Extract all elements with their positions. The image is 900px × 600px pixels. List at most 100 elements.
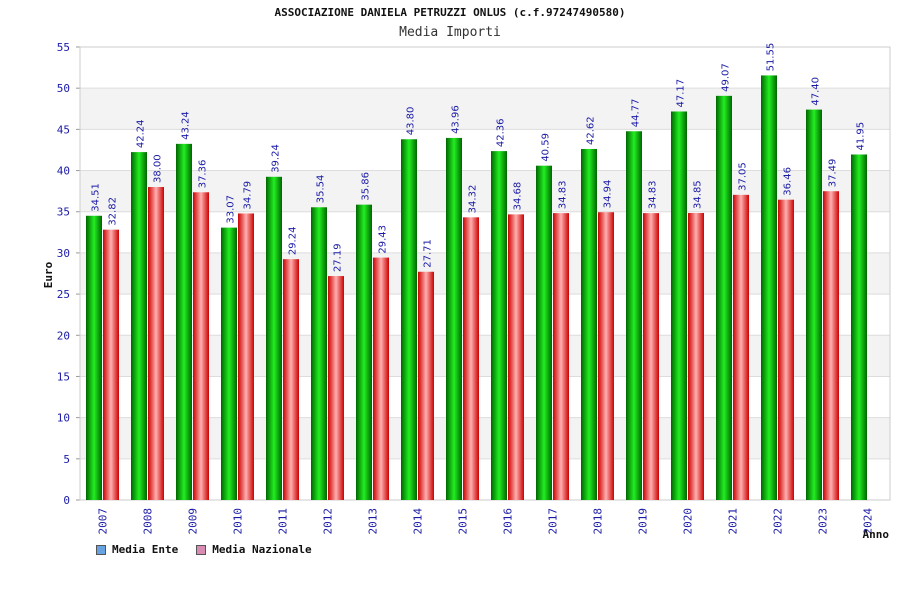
y-tick-label: 55 xyxy=(57,41,70,54)
y-tick-label: 5 xyxy=(63,453,70,466)
data-label: 44.77 xyxy=(631,99,642,128)
x-tick-label: 2012 xyxy=(322,508,335,535)
bar-media-nazionale-2020 xyxy=(688,212,704,501)
data-label: 43.24 xyxy=(181,111,192,140)
chart-subtitle: Media Importi xyxy=(399,25,501,40)
y-axis-title: Euro xyxy=(42,261,55,288)
legend-label-media-nazionale: Media Nazionale xyxy=(212,543,312,556)
plot-border xyxy=(79,46,891,501)
x-tick-label: 2010 xyxy=(232,508,245,535)
bar-media-nazionale-2012 xyxy=(328,276,344,500)
y-tick-label: 40 xyxy=(57,165,70,178)
data-label: 34.79 xyxy=(243,181,254,210)
y-tick-label: 30 xyxy=(57,247,70,260)
x-tick-label: 2013 xyxy=(367,508,380,535)
x-tick-label: 2008 xyxy=(142,508,155,535)
y-tick-label: 45 xyxy=(57,123,70,136)
data-label: 40.59 xyxy=(541,133,552,162)
bar-media-nazionale-2013 xyxy=(373,257,389,500)
bar-media-ente-2022 xyxy=(761,75,777,500)
bar-media-ente-2015 xyxy=(446,137,462,501)
x-tick-label: 2009 xyxy=(187,508,200,535)
bar-media-nazionale-2014 xyxy=(418,271,434,500)
bar-media-nazionale-2007 xyxy=(103,229,119,500)
data-label: 47.17 xyxy=(676,79,687,108)
data-label: 34.32 xyxy=(468,185,479,214)
bar-media-nazionale-2015 xyxy=(463,217,479,500)
data-label: 47.40 xyxy=(811,77,822,106)
bar-media-nazionale-2019 xyxy=(643,213,659,501)
bar-media-ente-2014 xyxy=(401,139,417,501)
bar-media-ente-2019 xyxy=(626,131,642,500)
data-label: 51.55 xyxy=(766,43,777,72)
data-label: 27.71 xyxy=(423,239,434,268)
x-axis-title: Anno xyxy=(863,528,890,541)
data-label: 39.24 xyxy=(271,144,282,173)
data-label: 34.94 xyxy=(603,180,614,209)
data-label: 27.19 xyxy=(333,243,344,272)
grid-band xyxy=(80,88,890,130)
bar-media-nazionale-2023 xyxy=(823,191,839,500)
grid-band xyxy=(80,335,890,377)
bar-media-ente-2016 xyxy=(491,151,507,500)
legend-item-media-ente: Media Ente xyxy=(96,543,178,556)
data-label: 34.85 xyxy=(693,180,704,209)
x-tick-label: 2011 xyxy=(277,508,290,535)
bar-media-nazionale-2021 xyxy=(733,194,749,501)
bar-media-ente-2023 xyxy=(806,109,822,500)
grid-band xyxy=(80,170,890,212)
x-tick-label: 2021 xyxy=(727,508,740,535)
bar-media-nazionale-2011 xyxy=(283,259,299,500)
data-label: 36.46 xyxy=(783,167,794,196)
x-tick-label: 2018 xyxy=(592,508,605,535)
data-label: 33.07 xyxy=(226,195,237,224)
x-tick-label: 2022 xyxy=(772,508,785,535)
x-tick-label: 2016 xyxy=(502,508,515,535)
y-tick-label: 20 xyxy=(57,329,70,342)
bar-media-ente-2021 xyxy=(716,95,732,500)
bar-media-ente-2017 xyxy=(536,165,552,500)
y-tick-label: 25 xyxy=(57,288,70,301)
bar-media-nazionale-2009 xyxy=(193,192,209,500)
chart-title: ASSOCIAZIONE DANIELA PETRUZZI ONLUS (c.f… xyxy=(274,6,626,19)
data-label: 29.24 xyxy=(288,227,299,256)
data-label: 42.62 xyxy=(586,116,597,145)
data-label: 43.96 xyxy=(451,105,462,134)
x-tick-label: 2019 xyxy=(637,508,650,535)
grid-band xyxy=(80,417,890,459)
bar-media-nazionale-2008 xyxy=(148,187,164,500)
bar-media-ente-2020 xyxy=(671,111,687,501)
legend-swatch-media-ente xyxy=(96,544,106,555)
legend: Media Ente Media Nazionale xyxy=(96,543,312,556)
bar-media-ente-2013 xyxy=(356,204,372,501)
data-label: 37.05 xyxy=(738,162,749,191)
data-label: 37.36 xyxy=(198,160,209,189)
bar-media-ente-2007 xyxy=(86,215,102,500)
bar-media-nazionale-2018 xyxy=(598,212,614,501)
legend-label-media-ente: Media Ente xyxy=(112,543,179,556)
bar-media-ente-2009 xyxy=(176,143,192,501)
data-label: 38.00 xyxy=(153,154,164,183)
data-label: 32.82 xyxy=(108,197,119,226)
y-tick-label: 50 xyxy=(57,82,70,95)
data-label: 35.54 xyxy=(316,175,327,204)
bar-media-ente-2024 xyxy=(851,154,867,500)
grid-band xyxy=(80,252,890,295)
bar-media-ente-2011 xyxy=(266,176,282,500)
x-tick-label: 2020 xyxy=(682,508,695,535)
bar-media-ente-2008 xyxy=(131,152,147,500)
x-tick-label: 2014 xyxy=(412,508,425,535)
data-label: 35.86 xyxy=(361,172,372,201)
data-label: 43.80 xyxy=(406,107,417,136)
data-label: 34.51 xyxy=(91,183,102,212)
x-tick-label: 2015 xyxy=(457,508,470,535)
y-tick-label: 10 xyxy=(57,412,70,425)
data-label: 49.07 xyxy=(721,63,732,92)
y-tick-label: 35 xyxy=(57,206,70,219)
legend-swatch-media-nazionale xyxy=(196,544,207,555)
data-label: 42.36 xyxy=(496,118,507,147)
bar-media-nazionale-2010 xyxy=(238,213,254,500)
data-label: 41.95 xyxy=(856,122,867,151)
data-label: 37.49 xyxy=(828,159,839,188)
